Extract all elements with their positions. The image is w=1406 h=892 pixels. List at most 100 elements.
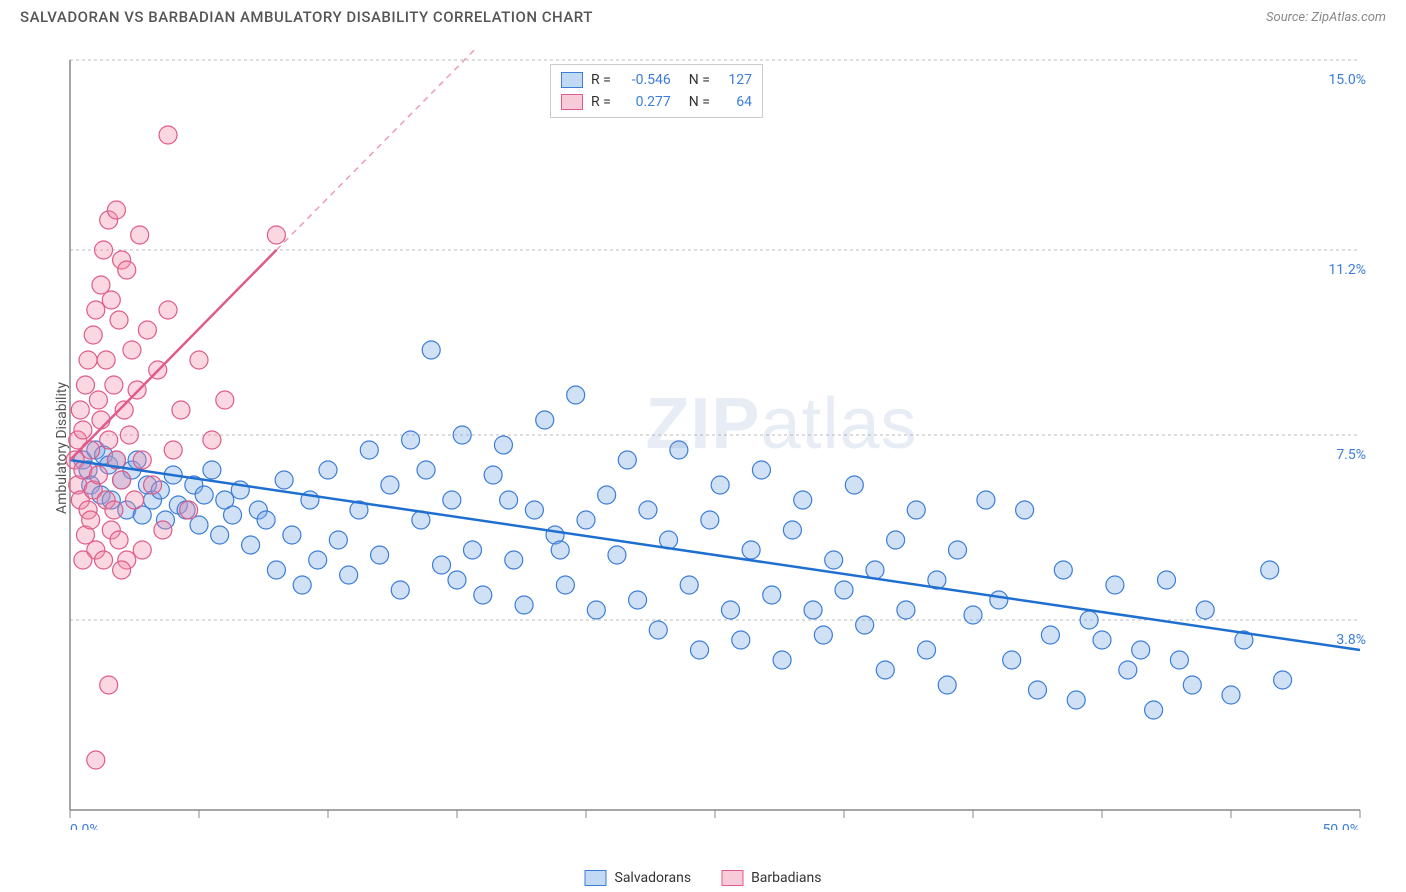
scatter-point [1274, 671, 1292, 689]
scatter-point [732, 631, 750, 649]
scatter-point [203, 461, 221, 479]
scatter-point [95, 551, 113, 569]
scatter-point [107, 201, 125, 219]
scatter-point [1145, 701, 1163, 719]
scatter-point [1093, 631, 1111, 649]
scatter-point [257, 511, 275, 529]
scatter-point [701, 511, 719, 529]
scatter-point [100, 676, 118, 694]
scatter-point [113, 471, 131, 489]
scatter-point [1016, 501, 1034, 519]
scatter-point [267, 226, 285, 244]
scatter-point [443, 491, 461, 509]
legend-swatch [561, 94, 583, 110]
scatter-point [110, 531, 128, 549]
stat-n-value: 64 [718, 91, 752, 113]
svg-text:0.0%: 0.0% [70, 822, 100, 830]
scatter-point [159, 301, 177, 319]
stats-legend-row: R =-0.546N =127 [561, 69, 752, 91]
scatter-point [267, 561, 285, 579]
stat-r-label: R = [591, 91, 611, 113]
scatter-point [856, 616, 874, 634]
scatter-point [105, 376, 123, 394]
scatter-point [525, 501, 543, 519]
scatter-point [203, 431, 221, 449]
scatter-point [76, 376, 94, 394]
stats-legend-box: R =-0.546N =127R =0.277N =64 [550, 64, 763, 118]
scatter-point [536, 411, 554, 429]
scatter-point [964, 606, 982, 624]
header: SALVADORAN VS BARBADIAN AMBULATORY DISAB… [0, 0, 1406, 30]
scatter-point [1106, 576, 1124, 594]
bottom-legend-item: Salvadorans [585, 870, 692, 886]
scatter-point [897, 601, 915, 619]
scatter-point [505, 551, 523, 569]
scatter-point [556, 576, 574, 594]
scatter-point [97, 351, 115, 369]
scatter-point [1261, 561, 1279, 579]
stat-n-label: N = [689, 91, 710, 113]
scatter-point [95, 241, 113, 259]
scatter-point [417, 461, 435, 479]
scatter-point [92, 411, 110, 429]
scatter-point [309, 551, 327, 569]
scatter-point [381, 476, 399, 494]
scatter-point [453, 426, 471, 444]
scatter-point [835, 581, 853, 599]
scatter-point [1132, 641, 1150, 659]
scatter-chart: 3.8%7.5%11.2%15.0%0.0%50.0% [50, 50, 1380, 830]
scatter-point [371, 546, 389, 564]
scatter-point [711, 476, 729, 494]
scatter-point [71, 401, 89, 419]
legend-swatch [721, 870, 743, 886]
scatter-point [402, 431, 420, 449]
scatter-point [1067, 691, 1085, 709]
scatter-point [144, 476, 162, 494]
chart-title: SALVADORAN VS BARBADIAN AMBULATORY DISAB… [20, 8, 593, 26]
scatter-point [433, 556, 451, 574]
scatter-point [172, 401, 190, 419]
scatter-point [577, 511, 595, 529]
scatter-point [391, 581, 409, 599]
scatter-point [990, 591, 1008, 609]
scatter-point [133, 451, 151, 469]
scatter-point [180, 501, 198, 519]
stat-n-value: 127 [718, 69, 752, 91]
legend-swatch [561, 72, 583, 88]
scatter-point [887, 531, 905, 549]
scatter-point [100, 431, 118, 449]
scatter-point [608, 546, 626, 564]
scatter-point [845, 476, 863, 494]
scatter-point [752, 461, 770, 479]
scatter-point [113, 561, 131, 579]
scatter-point [74, 421, 92, 439]
scatter-point [515, 596, 533, 614]
scatter-point [463, 541, 481, 559]
scatter-point [360, 441, 378, 459]
stat-r-label: R = [591, 69, 611, 91]
scatter-point [866, 561, 884, 579]
scatter-point [1183, 676, 1201, 694]
scatter-point [639, 501, 657, 519]
scatter-point [907, 501, 925, 519]
scatter-point [154, 521, 172, 539]
scatter-point [876, 661, 894, 679]
scatter-point [742, 541, 760, 559]
scatter-point [1080, 611, 1098, 629]
scatter-point [484, 466, 502, 484]
scatter-point [105, 501, 123, 519]
scatter-point [87, 301, 105, 319]
svg-text:7.5%: 7.5% [1336, 447, 1366, 463]
scatter-point [448, 571, 466, 589]
scatter-point [649, 621, 667, 639]
scatter-point [110, 311, 128, 329]
scatter-point [763, 586, 781, 604]
legend-label: Salvadorans [615, 870, 692, 886]
scatter-point [474, 586, 492, 604]
scatter-point [1196, 601, 1214, 619]
scatter-point [79, 351, 97, 369]
scatter-point [1041, 626, 1059, 644]
scatter-point [721, 601, 739, 619]
scatter-point [804, 601, 822, 619]
scatter-point [949, 541, 967, 559]
